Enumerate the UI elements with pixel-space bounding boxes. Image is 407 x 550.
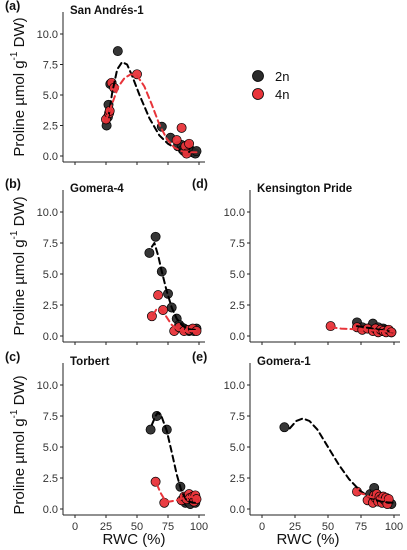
panel-a: 0.0 2.5 5.0 7.5 10.0 (a) San Andrés-1	[5, 0, 205, 165]
y-tick-label: 5.0	[43, 269, 58, 281]
x-tick-label: 0	[72, 521, 78, 533]
y-tick-label: 7.5	[43, 238, 58, 250]
point-4n	[191, 494, 202, 505]
fit-line-4n	[357, 491, 390, 502]
y-tick-label: 0.0	[230, 504, 245, 516]
panel-e: 0.0 2.5 5.0 7.5 10.0 0 25 50 75 100 (e) Gomera-1	[192, 350, 403, 533]
y-tick-label: 7.5	[43, 60, 58, 72]
x-tick-label: 75	[162, 521, 174, 533]
panels-group: 0.0 2.5 5.0 7.5 10.0 (a) San Andrés-1 0.0 2.5 5.0…	[5, 0, 403, 533]
x-tick-label: 100	[190, 521, 208, 533]
panel-letter: (c)	[5, 350, 20, 364]
y-tick-label: 2.5	[43, 121, 58, 133]
panel-letter: (d)	[192, 177, 208, 191]
x-tick-label: 0	[259, 521, 265, 533]
y-tick-label: 5.0	[230, 442, 245, 454]
panel-b: 0.0 2.5 5.0 7.5 10.0 (b) Gomera-4	[5, 177, 205, 345]
y-axis-label-main: Proline µmol g	[11, 418, 28, 514]
y-tick-label: 10.0	[37, 29, 58, 41]
panel-letter: (a)	[5, 0, 20, 13]
panel-c: 0.0 2.5 5.0 7.5 10.0 0 25 50 75 100 (c) Torbert	[5, 350, 208, 533]
y-axis-label-row-bottom: Proline µmol g-1 DW)	[9, 375, 28, 514]
y-tick-label: 5.0	[43, 90, 58, 102]
point-4n	[325, 321, 336, 332]
x-tick-label: 25	[100, 521, 112, 533]
y-tick-label: 2.5	[43, 300, 58, 312]
fit-line-2n	[356, 325, 394, 334]
legend: 2n 4n	[252, 69, 289, 102]
panel-letter: (b)	[5, 177, 21, 191]
y-axis-label-main: Proline µmol g	[11, 239, 28, 335]
point-4n	[153, 290, 164, 301]
y-axis-label-exponent: -1	[9, 230, 20, 239]
y-axis-label-main: Proline µmol g	[11, 60, 28, 156]
y-axis-label-tail: DW)	[11, 375, 28, 409]
point-4n	[159, 497, 170, 508]
panel-title: San Andrés-1	[70, 5, 144, 17]
point-2n	[279, 422, 290, 433]
point-2n	[112, 46, 123, 57]
point-4n	[176, 122, 187, 133]
y-tick-label: 0.0	[230, 331, 245, 343]
point-2n	[145, 424, 156, 435]
panel-title: Gomera-4	[70, 183, 124, 195]
y-axis-label: Proline µmol g-1 DW)	[9, 196, 28, 335]
fit-line-4n	[329, 326, 394, 333]
fit-line-4n	[105, 73, 198, 154]
y-tick-label: 7.5	[230, 238, 245, 250]
y-tick-label: 5.0	[230, 269, 245, 281]
legend-marker-4n	[252, 88, 264, 100]
y-tick-label: 10.0	[37, 380, 58, 392]
y-tick-label: 5.0	[43, 442, 58, 454]
panel-title: Torbert	[70, 356, 110, 368]
point-2n	[144, 247, 155, 258]
y-tick-label: 2.5	[230, 473, 245, 485]
fit-line-2n	[150, 411, 198, 504]
fit-line-4n	[155, 483, 198, 503]
fit-line-2n	[150, 242, 199, 331]
panel-letter: (e)	[192, 350, 207, 364]
y-tick-label: 2.5	[230, 300, 245, 312]
point-4n	[150, 476, 161, 487]
x-tick-label: 25	[289, 521, 301, 533]
y-axis-label-tail: DW)	[11, 196, 28, 230]
y-tick-label: 7.5	[43, 411, 58, 423]
y-tick-label: 10.0	[37, 207, 58, 219]
y-axis-label-exponent: -1	[9, 51, 20, 60]
y-tick-label: 2.5	[43, 473, 58, 485]
y-tick-label: 0.0	[43, 331, 58, 343]
panel-d: 0.0 2.5 5.0 7.5 10.0 (d) Kensington Pride	[192, 177, 400, 345]
x-tick-label: 50	[322, 521, 334, 533]
legend-label-4n: 4n	[275, 87, 289, 102]
legend-marker-2n	[252, 70, 264, 82]
x-axis-label-right: RWC (%)	[276, 531, 339, 548]
legend-label-2n: 2n	[275, 69, 289, 84]
y-tick-label: 0.0	[43, 504, 58, 516]
x-tick-label: 75	[355, 521, 367, 533]
x-tick-label: 50	[131, 521, 143, 533]
y-tick-label: 7.5	[230, 411, 245, 423]
fit-line-2n	[288, 417, 394, 504]
fit-line-4n	[152, 307, 198, 332]
y-axis-label-exponent: -1	[9, 409, 20, 418]
point-2n	[191, 146, 202, 157]
point-4n	[184, 138, 195, 149]
y-tick-label: 10.0	[224, 380, 245, 392]
y-tick-label: 10.0	[224, 207, 245, 219]
point-2n	[150, 231, 161, 242]
point-4n	[171, 135, 182, 146]
y-tick-label: 0.0	[43, 151, 58, 163]
y-axis-label-tail: DW)	[11, 17, 28, 51]
x-tick-label: 100	[385, 521, 403, 533]
x-axis-label-left: RWC (%)	[102, 531, 165, 548]
panel-title: Kensington Pride	[257, 183, 352, 195]
panel-title: Gomera-1	[257, 356, 311, 368]
point-4n	[132, 69, 142, 80]
y-axis-label-row-top: Proline µmol g-1 DW)	[9, 17, 28, 156]
